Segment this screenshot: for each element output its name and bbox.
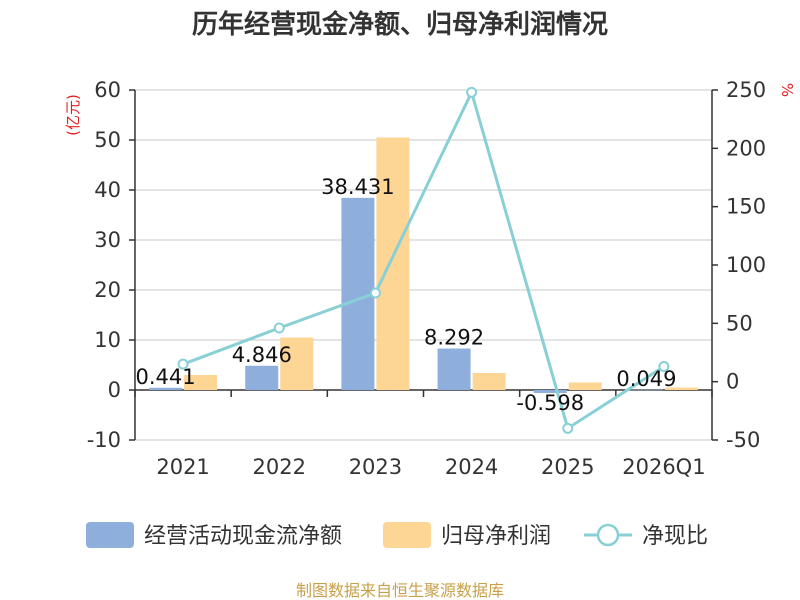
cashflow-data-label: -0.598: [516, 391, 584, 415]
x-axis-tick-label: 2021: [156, 455, 209, 479]
x-axis-tick-label: 2025: [541, 455, 594, 479]
left-axis-tick-label: 50: [94, 128, 121, 152]
cashflow-data-label: 8.292: [424, 326, 484, 350]
left-axis-tick-label: 0: [108, 378, 121, 402]
bar-cashflow: [629, 389, 663, 391]
cashflow-data-label: 0.049: [616, 367, 676, 391]
bar-cashflow: [533, 390, 567, 393]
x-axis-tick-label: 2024: [445, 455, 498, 479]
legend-label-profit: 归母净利润: [441, 524, 551, 549]
ratio-point: [177, 358, 189, 370]
right-axis-tick-label: 0: [726, 370, 739, 394]
legend-marker-ratio: [596, 523, 620, 547]
ratio-point: [369, 287, 381, 299]
left-axis-tick-label: 30: [94, 228, 121, 252]
right-axis-tick-label: 200: [726, 136, 766, 160]
left-axis-tick-label: 40: [94, 178, 121, 202]
ratio-point: [562, 422, 574, 434]
right-axis-tick-label: 150: [726, 195, 766, 219]
ratio-point: [273, 322, 285, 334]
left-axis-tick-label: 20: [94, 278, 121, 302]
legend: 经营活动现金流净额 归母净利润 净现比: [86, 522, 708, 549]
axes: -10 0 10 20 30 40 50 60 -50 0 50 100 150 200 250 2021 20…: [87, 78, 766, 479]
bar-profit: [664, 387, 698, 390]
legend-label-ratio: 净现比: [642, 524, 708, 549]
bar-profit: [568, 382, 602, 390]
bar-profit: [376, 137, 410, 390]
left-axis-tick-label: -10: [87, 428, 121, 452]
cashflow-data-label: 4.846: [232, 343, 292, 367]
bar-cashflow: [245, 365, 279, 390]
bar-profit: [184, 375, 218, 390]
x-axis-tick-label: 2023: [349, 455, 402, 479]
right-axis-tick-label: -50: [726, 428, 760, 452]
x-axis-tick-label: 2026Q1: [622, 455, 705, 479]
right-axis-unit: %: [778, 83, 796, 97]
x-axis-tick-label: 2022: [253, 455, 306, 479]
cashflow-data-label: 0.441: [136, 365, 196, 389]
left-axis-tick-label: 10: [94, 328, 121, 352]
legend-swatch-profit: [383, 522, 431, 548]
bar-cashflow: [437, 348, 471, 390]
right-axis-tick-label: 250: [726, 78, 766, 102]
bar-profit: [280, 337, 314, 390]
chart-title: 历年经营现金净额、归母净利润情况: [192, 9, 608, 40]
data-source: 制图数据来自恒生聚源数据库: [296, 581, 504, 600]
left-axis-tick-label: 60: [94, 78, 121, 102]
ratio-line: [177, 86, 670, 434]
cashflow-data-label: 38.431: [321, 175, 394, 199]
right-axis-tick-label: 100: [726, 253, 766, 277]
ratio-point: [466, 86, 478, 98]
ratio-polyline: [182, 88, 665, 431]
right-axis-tick-label: 50: [726, 311, 753, 335]
bar-profit: [472, 373, 506, 390]
left-axis-unit: (亿元): [64, 94, 82, 136]
legend-swatch-cashflow: [86, 522, 134, 548]
bar-cashflow: [149, 387, 183, 390]
data-labels: 0.441 4.846 38.431 8.292 -0.598 0.049: [136, 175, 677, 415]
ratio-point: [658, 361, 670, 372]
legend-label-cashflow: 经营活动现金流净额: [144, 524, 342, 549]
